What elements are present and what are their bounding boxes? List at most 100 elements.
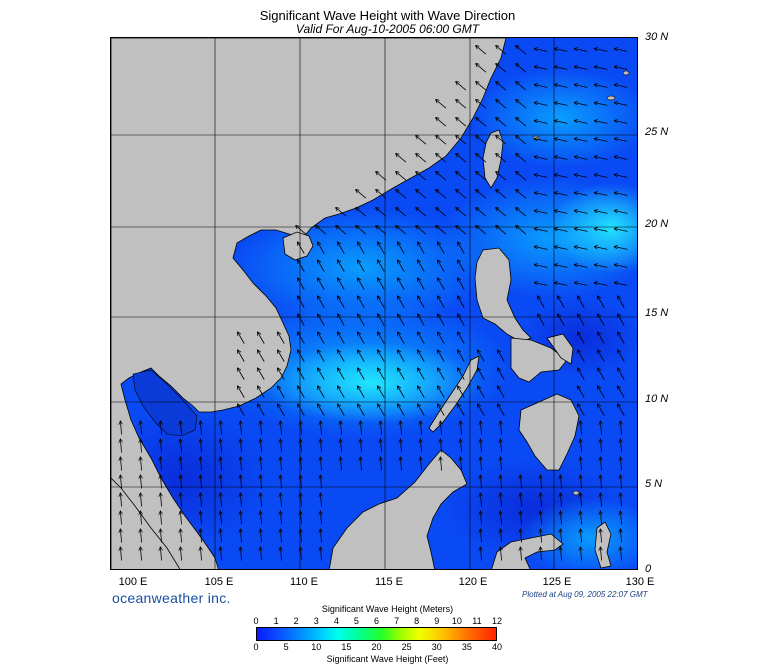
wave-arrow xyxy=(340,440,341,453)
wave-arrow xyxy=(298,296,305,308)
wave-arrow xyxy=(418,404,425,416)
wave-arrow xyxy=(180,548,181,561)
wave-arrow xyxy=(595,85,608,88)
map-title: Significant Wave Height with Wave Direct… xyxy=(259,8,516,23)
wave-arrow xyxy=(500,548,501,561)
wave-arrow xyxy=(598,314,605,326)
wave-arrow xyxy=(238,368,245,380)
wave-arrow xyxy=(480,440,481,453)
wave-arrow xyxy=(140,440,141,453)
wave-arrow xyxy=(436,226,447,235)
wave-arrow xyxy=(540,548,541,561)
wave-arrow xyxy=(356,208,367,217)
wave-arrow xyxy=(595,193,608,196)
colorbar-feet-tick: 15 xyxy=(341,642,352,652)
wave-arrow xyxy=(420,440,421,453)
wave-arrow xyxy=(280,494,281,507)
wave-arrow xyxy=(520,548,521,561)
wave-arrow xyxy=(598,386,605,398)
wave-arrow xyxy=(260,548,261,561)
wave-arrow xyxy=(496,136,507,145)
lat-label-30n: 30 N xyxy=(645,31,669,43)
wave-arrow xyxy=(436,100,447,109)
wave-arrow xyxy=(336,208,347,217)
wave-arrow xyxy=(516,64,527,73)
wave-arrow xyxy=(360,458,361,471)
wave-arrow xyxy=(575,103,588,106)
wave-arrow xyxy=(496,118,507,127)
wave-arrow xyxy=(595,157,608,160)
wave-arrow xyxy=(300,422,301,435)
wave-arrow xyxy=(340,422,341,435)
wave-arrow xyxy=(120,458,121,471)
wave-arrow xyxy=(458,350,465,362)
wave-arrow xyxy=(480,458,481,471)
lat-label-0: 0 xyxy=(645,563,652,575)
wave-arrow xyxy=(398,350,405,362)
wave-arrow xyxy=(378,404,385,416)
wave-arrow xyxy=(400,440,401,453)
wave-arrow xyxy=(416,226,427,235)
wave-arrow xyxy=(578,314,585,326)
wave-arrow xyxy=(358,404,365,416)
colorbar-meters-tick: 5 xyxy=(353,616,359,626)
wave-arrow xyxy=(398,368,405,380)
wave-arrow xyxy=(318,296,325,308)
wave-arrow xyxy=(358,314,365,326)
wave-arrow xyxy=(520,530,521,543)
wave-arrow xyxy=(535,265,548,268)
wave-arrow xyxy=(318,260,325,272)
wave-arrow xyxy=(398,242,405,254)
wave-arrow xyxy=(478,350,485,362)
wave-arrow xyxy=(298,260,305,272)
wave-arrow xyxy=(438,260,445,272)
wave-arrow xyxy=(516,226,527,235)
wave-arrow xyxy=(615,175,628,178)
land-mindanao xyxy=(518,393,580,471)
wave-arrow xyxy=(615,265,628,268)
wave-arrow xyxy=(555,283,568,286)
wave-arrow xyxy=(398,332,405,344)
wave-arrow xyxy=(456,190,467,199)
wave-arrow xyxy=(618,350,625,362)
wave-arrow xyxy=(160,476,161,489)
wave-arrow xyxy=(555,85,568,88)
wave-arrow xyxy=(476,226,487,235)
wave-arrow xyxy=(458,314,465,326)
wave-arrow xyxy=(240,440,241,453)
wave-arrow xyxy=(578,404,585,416)
wave-arrow xyxy=(618,368,625,380)
wave-arrow xyxy=(458,260,465,272)
wave-arrow xyxy=(200,530,201,543)
wave-arrow xyxy=(560,494,561,507)
wave-arrow xyxy=(595,139,608,142)
colorbar xyxy=(256,627,497,641)
wave-arrow xyxy=(180,422,181,435)
wave-arrow xyxy=(615,103,628,106)
wave-arrow xyxy=(378,368,385,380)
colorbar-feet-tick: 30 xyxy=(431,642,442,652)
plotted-timestamp: Plotted at Aug 09, 2005 22:07 GMT xyxy=(522,590,648,599)
wave-arrow xyxy=(575,157,588,160)
wave-arrow xyxy=(416,154,427,163)
colorbar-meters-tick: 2 xyxy=(293,616,299,626)
wave-arrow xyxy=(540,512,541,525)
wave-arrow xyxy=(620,476,621,489)
wave-arrow xyxy=(320,458,321,471)
wave-arrow xyxy=(318,386,325,398)
wave-arrow xyxy=(340,458,341,471)
wave-arrow xyxy=(535,103,548,106)
wave-arrow xyxy=(418,350,425,362)
wave-arrow xyxy=(578,386,585,398)
wave-arrow xyxy=(318,278,325,290)
wave-arrow xyxy=(416,208,427,217)
lon-label-110e: 110 E xyxy=(290,576,318,588)
wave-arrow xyxy=(396,172,407,181)
wave-arrow xyxy=(436,172,447,181)
wave-arrow xyxy=(140,548,141,561)
colorbar-feet-tick: 5 xyxy=(283,642,289,652)
wave-arrow xyxy=(600,530,601,543)
colorbar-feet-tick: 20 xyxy=(371,642,382,652)
wave-arrow xyxy=(535,247,548,250)
wave-arrow xyxy=(140,512,141,525)
